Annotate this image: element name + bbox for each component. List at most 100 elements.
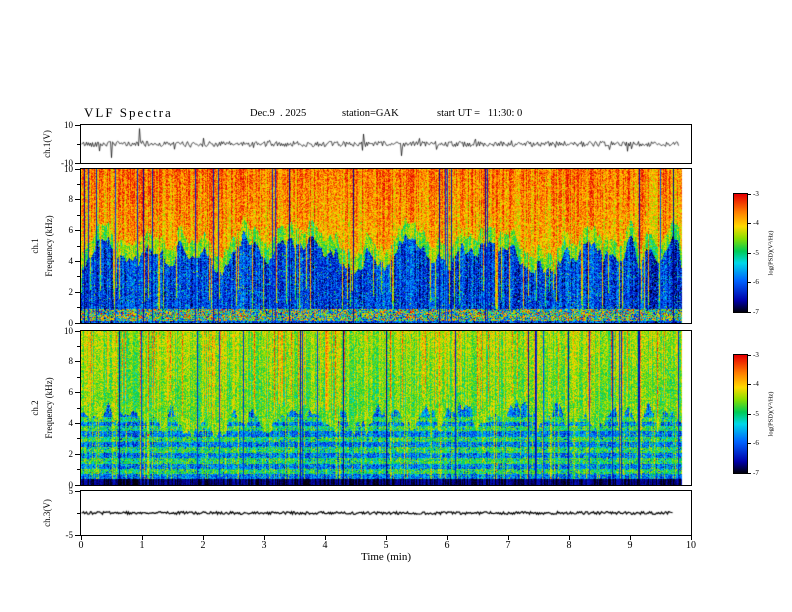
ch1-colorbar-gradient	[734, 194, 747, 312]
colorbar-tick-label: -6	[753, 439, 759, 447]
colorbar-tick-mark	[748, 354, 751, 356]
colorbar-tick-label: -7	[753, 307, 759, 316]
y-tick-label: 6	[68, 387, 74, 398]
y-minor-tick-mark	[77, 376, 80, 378]
ch1-voltage-axis-label: ch.1(V)	[42, 130, 52, 158]
y-tick-label: -5	[65, 529, 74, 540]
y-tick-label: 0	[68, 317, 74, 328]
colorbar-tick-label: -6	[753, 278, 759, 286]
colorbar-tick-mark	[748, 252, 751, 254]
colorbar-tick-mark	[748, 223, 751, 224]
y-tick-label: 2	[68, 448, 74, 459]
x-tick-label: 8	[566, 540, 572, 551]
colorbar-tick-label: -3	[753, 350, 759, 359]
ch2-colorbar-label: log(PSD)(V²/Hz)	[767, 391, 775, 437]
colorbar-tick-label: -4	[753, 380, 759, 388]
x-tick-label: 4	[322, 540, 328, 551]
x-tick-label: 5	[383, 540, 389, 551]
colorbar-tick-mark	[748, 443, 751, 444]
x-tick-mark	[202, 536, 204, 540]
y-tick-label: 4	[68, 417, 74, 428]
x-tick-label: 0	[78, 540, 84, 551]
x-tick-mark	[324, 536, 326, 540]
y-tick-mark	[75, 490, 80, 492]
ch1-waveform-panel	[80, 124, 692, 164]
ch1-spectrogram-panel	[80, 168, 692, 324]
ch3-waveform-panel	[80, 490, 692, 536]
ch2-spectrogram	[81, 331, 691, 485]
colorbar-tick-mark	[748, 472, 751, 474]
y-tick-label: 2	[68, 286, 74, 297]
figure-title: VLF Spectra	[84, 105, 173, 120]
ch1-spectrogram	[81, 169, 691, 323]
y-tick-mark	[75, 162, 80, 164]
y-tick-mark	[75, 322, 80, 324]
y-tick-label: 4	[68, 255, 74, 266]
x-tick-mark	[141, 536, 143, 540]
ch1-colorbar	[733, 193, 748, 313]
x-tick-mark	[507, 536, 509, 540]
y-tick-mark	[75, 392, 80, 394]
x-tick-mark	[568, 536, 570, 540]
ch1-frequency-axis-label: Frequency (kHz)	[44, 215, 54, 277]
date-label: Dec.9 . 2025	[250, 108, 307, 119]
y-tick-label: 8	[68, 194, 74, 205]
y-minor-tick-mark	[77, 438, 80, 440]
ch3-voltage-axis-label: ch.3(V)	[42, 499, 52, 527]
y-minor-tick-mark	[77, 345, 80, 347]
ch2-colorbar-gradient	[734, 355, 747, 473]
x-tick-label: 3	[261, 540, 267, 551]
y-tick-label: 6	[68, 225, 74, 236]
x-tick-label: 9	[627, 540, 633, 551]
y-tick-mark	[75, 484, 80, 486]
y-tick-mark	[75, 291, 80, 293]
y-minor-tick-mark	[77, 143, 80, 145]
colorbar-tick-label: -7	[753, 468, 759, 477]
ch1-channel-axis-label: ch.1	[30, 238, 40, 254]
colorbar-tick-label: -5	[753, 409, 759, 418]
y-minor-tick-mark	[77, 469, 80, 471]
y-minor-tick-mark	[77, 307, 80, 309]
ch2-colorbar	[733, 354, 748, 474]
x-tick-mark	[385, 536, 387, 540]
y-minor-tick-mark	[77, 512, 80, 514]
x-tick-label: 10	[686, 540, 696, 551]
y-tick-mark	[75, 260, 80, 262]
y-minor-tick-mark	[77, 407, 80, 409]
ch2-frequency-axis-label: Frequency (kHz)	[44, 377, 54, 439]
y-tick-mark	[75, 361, 80, 363]
colorbar-tick-label: -5	[753, 248, 759, 257]
start-ut-label: start UT = 11:30: 0	[437, 108, 523, 119]
y-tick-mark	[75, 230, 80, 232]
y-tick-label: 10	[64, 325, 73, 336]
y-minor-tick-mark	[77, 183, 80, 185]
colorbar-tick-mark	[748, 384, 751, 385]
y-tick-mark	[75, 534, 80, 536]
x-tick-label: 2	[200, 540, 206, 551]
x-tick-label: 7	[505, 540, 511, 551]
ch2-channel-axis-label: ch.2	[30, 400, 40, 416]
y-tick-label: -10	[61, 157, 73, 168]
y-tick-label: 10	[64, 163, 73, 174]
colorbar-tick-mark	[748, 193, 751, 195]
x-tick-mark	[629, 536, 631, 540]
ch1-waveform-trace	[81, 125, 691, 163]
y-tick-mark	[75, 453, 80, 455]
x-tick-label: 1	[139, 540, 145, 551]
y-tick-mark	[75, 124, 80, 126]
y-minor-tick-mark	[77, 214, 80, 216]
colorbar-tick-mark	[748, 311, 751, 313]
time-axis-label: Time (min)	[360, 551, 412, 563]
y-tick-mark	[75, 422, 80, 424]
colorbar-tick-mark	[748, 413, 751, 415]
y-tick-mark	[75, 199, 80, 201]
y-tick-mark	[75, 168, 80, 170]
x-tick-mark	[446, 536, 448, 540]
y-minor-tick-mark	[77, 245, 80, 247]
x-tick-mark	[263, 536, 265, 540]
x-tick-label: 6	[444, 540, 450, 551]
station-label: station=GAK	[342, 108, 399, 119]
y-tick-mark	[75, 330, 80, 332]
x-tick-mark	[80, 536, 82, 540]
